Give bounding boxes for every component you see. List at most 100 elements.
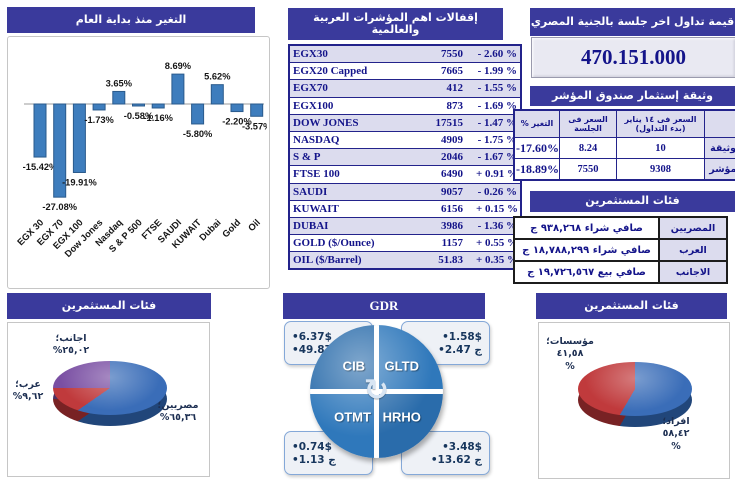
fund-header-row: السعر فى ١٤ يناير (بدء التداول) السعر فى… (513, 109, 735, 138)
bar-value-label: -5.80% (183, 129, 213, 139)
bar (72, 103, 86, 173)
index-name-cell: OIL ($/Barrel) (289, 251, 410, 270)
bar-value-label: -0.58% (124, 111, 154, 121)
bar (151, 103, 165, 109)
index-close-cell: 3986 (410, 216, 473, 235)
index-change-cell: + 0.55 % (473, 234, 521, 252)
bar-category-label: Dubai (197, 217, 222, 242)
bar-value-label: 8.69% (165, 61, 192, 71)
investor-flows-title: فئات المستثمرين (530, 191, 735, 212)
bar-value-label: 3.65% (106, 78, 133, 88)
index-change-cell: + 0.15 % (473, 199, 521, 218)
fund-col-session: السعر فى الجلسة (559, 109, 617, 138)
index-name-cell: FTSE 100 (289, 165, 410, 183)
pie-label-egyptians: مصريين؛ %٦٥,٣٦ (157, 400, 199, 424)
index-name-cell: EGX70 (289, 79, 410, 98)
pie-label-institutions: مؤسسات؛ ٤١,٥٨ % (546, 336, 594, 372)
flow-category-cell: الاجانب (658, 260, 728, 284)
bar-category-label: Gold (220, 217, 242, 239)
gdr-quadrant-chart: CIB GLTD OTMT HRHO ↻ (310, 325, 443, 458)
trading-value-title: قيمة تداول اخر جلسة بالجنية المصري (530, 8, 735, 36)
gdr-quadrant-cib: CIB (342, 358, 366, 374)
index-close-cell: 9057 (410, 182, 473, 201)
index-change-cell: - 1.99 % (473, 62, 521, 80)
investor-flows-table: المصريين صافي شراء ٩٣٨,٢٦٨ ج العرب صافي شرا… (513, 216, 728, 284)
pie-label-foreigners: اجانب؛ %٢٥,٠٢ (52, 333, 90, 357)
index-table-row: S & P 2046- 1.67 % (289, 148, 521, 166)
flow-value-cell: صافي شراء ٩٣٨,٢٦٨ ج (513, 216, 660, 240)
pie-label-individuals: افراد؛ ٥٨,٤٢ % (662, 416, 690, 452)
pie-investor-type-face (578, 362, 692, 416)
index-close-cell: 7665 (410, 62, 473, 80)
bar-value-label: -1.73% (84, 115, 114, 125)
index-close-cell: 51.83 (410, 251, 473, 270)
index-table-row: SAUDI 9057- 0.26 % (289, 182, 521, 201)
index-table-row: EGX100 873- 1.69 % (289, 96, 521, 115)
bar (191, 103, 205, 125)
flow-value-cell: صافي بيع ١٩,٧٢٦,٥٦٧ ج (513, 260, 660, 284)
index-name-cell: DUBAI (289, 216, 410, 235)
bar (230, 103, 244, 113)
index-change-cell: - 1.55 % (473, 79, 521, 98)
ytd-panel-title: التغير منذ بداية العام (7, 7, 255, 33)
index-close-cell: 6156 (410, 199, 473, 218)
index-table-row: EGX20 Capped 7665- 1.99 % (289, 62, 521, 80)
bar-value-label: -3.57% (242, 121, 267, 131)
bar (171, 73, 185, 105)
bar (250, 103, 264, 117)
fund-row-label: الوثيقة (704, 137, 735, 159)
gdr-callout-otmt: •0.74$ •1.13 ج (284, 431, 373, 475)
bar (92, 103, 106, 111)
fund-session-value: 7550 (559, 158, 617, 181)
gdr-quadrant-hrho: HRHO (382, 409, 421, 425)
gdr-quadrant-gltd: GLTD (384, 358, 419, 374)
index-close-cell: 873 (410, 96, 473, 115)
gdr-divider-horizontal (310, 389, 443, 394)
fund-change-value: -17.60% (513, 137, 560, 159)
index-table-row: OIL ($/Barrel) 51.83 + 0.35 % (289, 251, 521, 270)
index-change-cell: - 1.69 % (473, 96, 521, 115)
bar-category-label: Oil (246, 217, 262, 233)
bar-value-label: -19.91% (62, 177, 97, 187)
pie-label-arabs: عرب؛ %٩,٦٢ (12, 379, 44, 403)
index-closings-table: EGX30 7550- 2.60 % EGX20 Capped 7665- 1.99 … (288, 44, 522, 271)
cycle-arrows-icon: ↻ (363, 372, 390, 408)
index-change-cell: + 0.91 % (473, 165, 521, 183)
bar-value-label: -27.08% (42, 202, 77, 212)
fund-row-index: المؤشر 9308 7550 -18.89% (513, 158, 735, 181)
bar-value-label: -1.16% (143, 113, 173, 123)
fund-session-value: 8.24 (559, 137, 617, 159)
index-table-row: EGX30 7550- 2.60 % (289, 44, 521, 63)
index-name-cell: S & P (289, 148, 410, 166)
gdr-quadrant-otmt: OTMT (334, 409, 371, 425)
flow-value-cell: صافي شراء ١٨,٧٨٨,٢٩٩ ج (513, 238, 660, 262)
trading-value: 470.151.000 (581, 45, 686, 69)
index-change-cell: - 1.67 % (473, 148, 521, 166)
index-name-cell: KUWAIT (289, 199, 410, 218)
fund-doc-title: وثيقة إستثمار صندوق المؤشر (530, 86, 735, 106)
flow-category-cell: العرب (658, 238, 728, 262)
index-table-title: إقفالات اهم المؤشرات العربية والعالمية (288, 8, 503, 40)
index-table-row: KUWAIT 6156 + 0.15 % (289, 199, 521, 218)
index-change-cell: - 1.47 % (473, 113, 521, 132)
bar (112, 90, 126, 105)
index-change-cell: - 1.75 % (473, 130, 521, 149)
index-close-cell: 1157 (410, 234, 473, 252)
index-close-cell: 6490 (410, 165, 473, 183)
fund-row-document: الوثيقة 10 8.24 -17.60% (513, 137, 735, 159)
fund-col-start: السعر فى ١٤ يناير (بدء التداول) (616, 109, 705, 138)
fund-col-change: التغير % (513, 109, 560, 138)
gdr-callout-hrho: •3.48$ •13.62 ج (401, 431, 490, 475)
fund-doc-table: السعر فى ١٤ يناير (بدء التداول) السعر فى… (513, 109, 735, 181)
index-table-row: NASDAQ 4909- 1.75 % (289, 130, 521, 149)
index-name-cell: GOLD ($/Ounce) (289, 234, 410, 252)
bar (210, 84, 224, 105)
index-table-row: EGX70 412- 1.55 % (289, 79, 521, 98)
pie-investor-type-title: فئات المستثمرين (536, 293, 727, 319)
index-table-row: DOW JONES 17515- 1.47 % (289, 113, 521, 132)
bar-value-label: -15.42% (23, 162, 58, 172)
trading-value-box: 470.151.000 (531, 37, 735, 78)
flow-row: الاجانب صافي بيع ١٩,٧٢٦,٥٦٧ ج (513, 260, 728, 284)
ytd-bar-chart-svg: -15.42%EGX 30-27.08%EGX 70-19.91%EGX 100… (15, 61, 272, 259)
